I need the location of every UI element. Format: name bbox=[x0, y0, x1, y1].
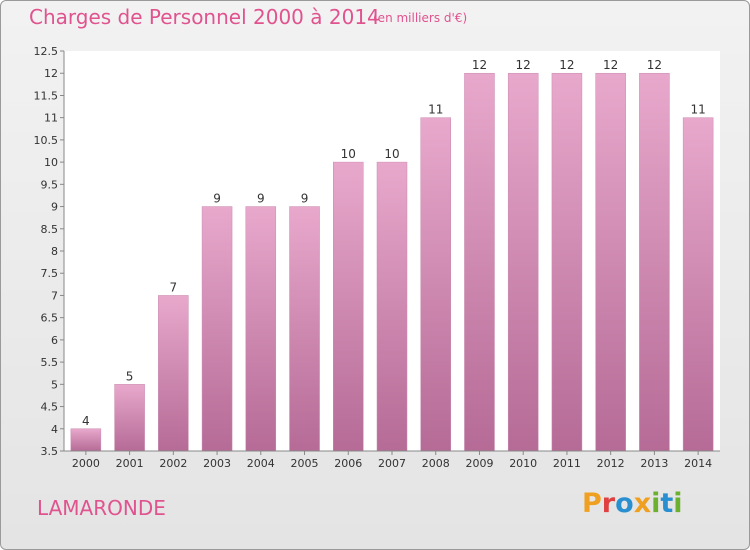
y-tick-label: 6 bbox=[51, 334, 58, 347]
bar-2002 bbox=[158, 295, 189, 452]
bar-value-label: 12 bbox=[516, 58, 531, 72]
bar-value-label: 9 bbox=[257, 192, 265, 206]
bar-2005 bbox=[289, 206, 320, 452]
x-tick-label: 2014 bbox=[684, 457, 712, 470]
x-tick-label: 2008 bbox=[422, 457, 450, 470]
bar-2012 bbox=[595, 72, 626, 452]
chart-title: Charges de Personnel 2000 à 2014 bbox=[29, 5, 380, 29]
bar-value-label: 12 bbox=[647, 58, 662, 72]
y-tick-label: 4 bbox=[51, 423, 58, 436]
y-tick-label: 12 bbox=[44, 67, 58, 80]
logo-letter: x bbox=[633, 488, 652, 519]
x-tick-label: 2004 bbox=[247, 457, 275, 470]
bar-value-label: 11 bbox=[690, 103, 705, 117]
y-tick-label: 5.5 bbox=[41, 356, 59, 369]
bar-value-label: 12 bbox=[559, 58, 574, 72]
bar-value-label: 7 bbox=[170, 280, 178, 294]
x-tick-label: 2012 bbox=[597, 457, 625, 470]
x-tick-label: 2007 bbox=[378, 457, 406, 470]
bars-group: 4 5 7 9 9 9 10 10 11 12 12 12 12 12 11 bbox=[70, 58, 714, 452]
y-tick-label: 12.5 bbox=[34, 45, 59, 58]
x-tick-label: 2009 bbox=[465, 457, 493, 470]
y-tick-label: 4.5 bbox=[41, 401, 59, 414]
bar-value-label: 11 bbox=[428, 103, 443, 117]
logo-letter: i bbox=[673, 488, 683, 519]
logo-letter: P bbox=[582, 488, 602, 519]
bar-2009 bbox=[464, 72, 495, 452]
bar-2001 bbox=[114, 384, 145, 452]
x-tick-label: 2002 bbox=[159, 457, 187, 470]
logo-letter: o bbox=[615, 488, 634, 519]
bar-2008 bbox=[420, 117, 451, 452]
y-axis: 3.5 4 4.5 5 5.5 6 6.5 7 7.5 8 8.5 9 9.5 10 10.5 11 11.5 1… bbox=[34, 45, 65, 458]
x-tick-label: 2010 bbox=[509, 457, 537, 470]
bar-2010 bbox=[507, 72, 539, 452]
y-tick-label: 10 bbox=[44, 156, 58, 169]
y-tick-label: 7.5 bbox=[41, 267, 59, 280]
x-tick-label: 2001 bbox=[116, 457, 144, 470]
y-tick-label: 3.5 bbox=[41, 445, 59, 458]
y-tick-label: 5 bbox=[51, 378, 58, 391]
y-tick-label: 9.5 bbox=[41, 178, 59, 191]
bar-value-label: 10 bbox=[384, 147, 399, 161]
y-tick-label: 10.5 bbox=[34, 134, 59, 147]
bar-value-label: 9 bbox=[213, 192, 221, 206]
bar-2006 bbox=[333, 161, 364, 452]
bar-2014 bbox=[682, 117, 714, 452]
bar-2004 bbox=[245, 206, 277, 452]
y-tick-label: 11 bbox=[44, 112, 58, 125]
x-tick-label: 2011 bbox=[553, 457, 581, 470]
bar-2000 bbox=[70, 428, 102, 452]
x-tick-label: 2003 bbox=[203, 457, 231, 470]
logo-letter: t bbox=[660, 488, 674, 519]
x-tick-label: 2005 bbox=[291, 457, 319, 470]
bar-value-label: 9 bbox=[301, 192, 309, 206]
logo-letter: i bbox=[651, 488, 661, 519]
y-tick-label: 8 bbox=[51, 245, 58, 258]
y-tick-label: 8.5 bbox=[41, 223, 59, 236]
x-tick-label: 2013 bbox=[640, 457, 668, 470]
bar-2013 bbox=[639, 72, 670, 452]
bar-value-label: 12 bbox=[603, 58, 618, 72]
bar-2003 bbox=[201, 206, 233, 452]
chart-subtitle: (en milliers d'€) bbox=[373, 11, 468, 25]
bar-2007 bbox=[376, 161, 408, 452]
y-tick-label: 11.5 bbox=[34, 89, 59, 102]
y-tick-label: 6.5 bbox=[41, 312, 59, 325]
bar-2011 bbox=[551, 72, 583, 452]
bar-value-label: 12 bbox=[472, 58, 487, 72]
x-tick-label: 2000 bbox=[72, 457, 100, 470]
x-axis: 2000 2001 2002 2003 2004 2005 2006 2007 2008 2009… bbox=[64, 450, 720, 470]
x-tick-label: 2006 bbox=[334, 457, 362, 470]
bar-value-label: 10 bbox=[341, 147, 356, 161]
y-tick-label: 7 bbox=[51, 289, 58, 302]
commune-name: LAMARONDE bbox=[37, 496, 166, 520]
y-tick-label: 9 bbox=[51, 201, 58, 214]
proxiti-logo[interactable]: Proxiti bbox=[582, 488, 683, 519]
logo-letter: r bbox=[601, 488, 616, 519]
bar-value-label: 4 bbox=[82, 414, 90, 428]
bar-value-label: 5 bbox=[126, 369, 134, 383]
